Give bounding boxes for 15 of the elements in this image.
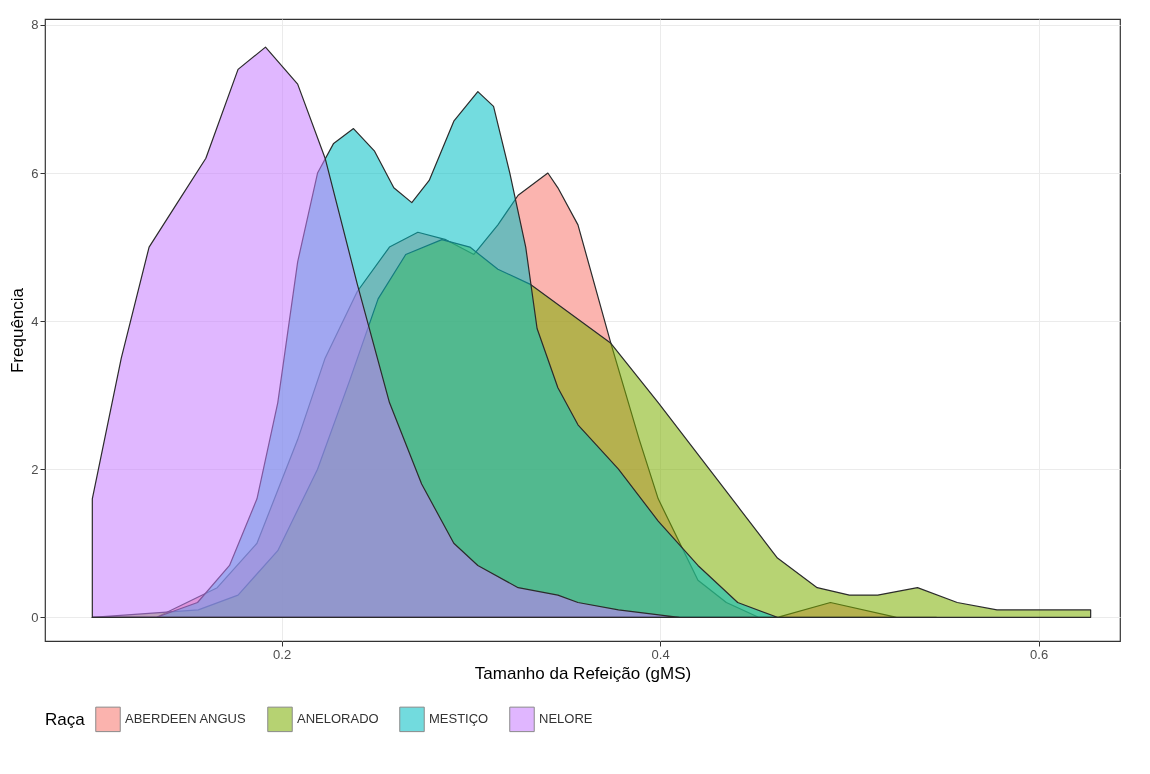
x-tick-label: 0.6 (1030, 646, 1049, 662)
legend-label: MESTIÇO (429, 711, 489, 727)
x-tick-label: 0.4 (651, 646, 670, 662)
legend-label: ANELORADO (297, 711, 379, 727)
y-tick-label: 8 (31, 17, 39, 33)
y-tick-label: 6 (31, 165, 39, 181)
y-tick-label: 0 (31, 609, 39, 625)
y-tick-label: 2 (31, 461, 39, 477)
legend-label: ABERDEEN ANGUS (125, 711, 246, 727)
x-tick-label: 0.2 (273, 646, 292, 662)
y-tick-label: 4 (31, 313, 39, 329)
legend-label: NELORE (539, 711, 593, 727)
y-axis-title: Frequência (8, 287, 28, 374)
x-axis-title: Tamanho da Refeição (gMS) (474, 663, 692, 683)
legend-title: Raça (45, 710, 86, 729)
